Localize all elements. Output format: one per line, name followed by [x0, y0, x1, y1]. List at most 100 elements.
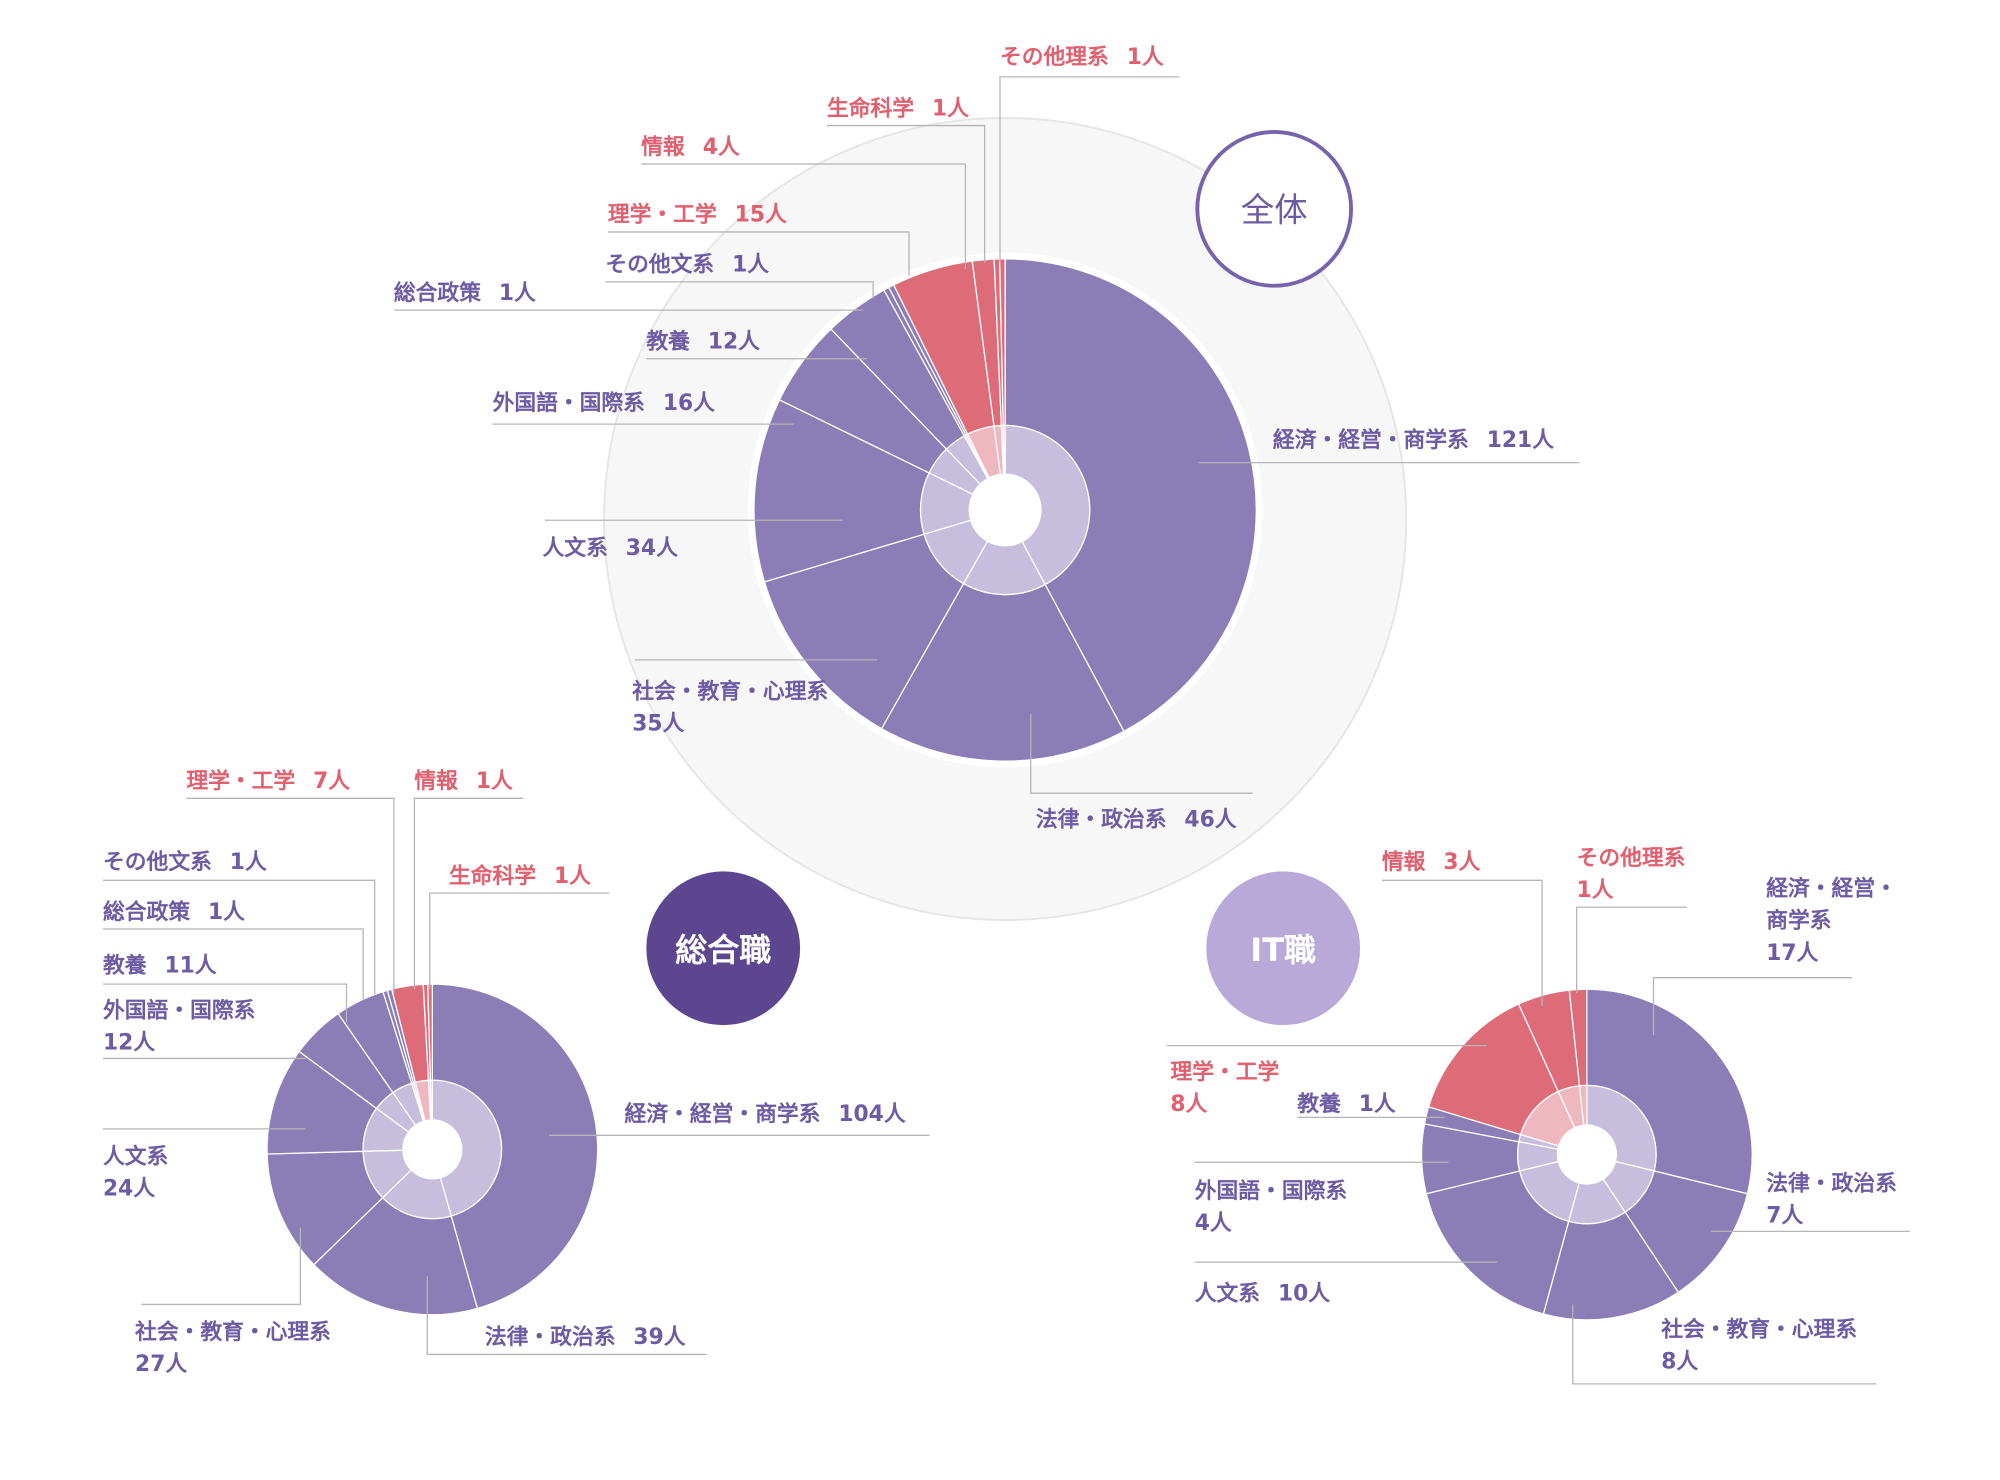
title-badge-it: IT職	[1206, 871, 1361, 1026]
segment-label: 総合政策 1人	[394, 280, 536, 306]
segment-name: その他文系	[103, 849, 212, 875]
segment-label: 教養 1人	[1297, 1091, 1396, 1117]
segment-name: 外国語・国際系	[1195, 1178, 1347, 1204]
segment-name: その他文系	[605, 252, 714, 278]
segment-value: 121人	[1487, 428, 1554, 453]
segment-name-line1: 経済・経営・	[1766, 876, 1897, 902]
segment-value: 7人	[313, 769, 350, 794]
segment-name: 社会・教育・心理系	[632, 678, 828, 704]
segment-label: 教養 11人	[103, 953, 217, 979]
segment-value: 24人	[103, 1177, 155, 1202]
segment-name: 生命科学	[449, 863, 536, 889]
segment-value: 4人	[703, 135, 740, 160]
inner-segment-0-11	[1002, 424, 1006, 475]
segment-label: 情報 3人	[1382, 849, 1481, 875]
segment-name: 総合政策	[394, 280, 481, 306]
segment-name: 経済・経営・商学系	[1273, 427, 1469, 453]
segment-label: 生命科学 1人	[827, 95, 969, 121]
leader-line	[429, 892, 610, 990]
title-overall: 全体	[1241, 191, 1308, 230]
segment-name: 教養	[103, 953, 147, 979]
leader-line	[1652, 977, 1853, 1036]
segment-value: 27人	[135, 1352, 187, 1377]
segment-label: 人文系 10人	[1195, 1281, 1331, 1307]
segment-name: 人文系	[103, 1143, 168, 1169]
leader-line	[426, 1276, 707, 1356]
leader-line	[1572, 1304, 1877, 1385]
leader-line	[1381, 879, 1543, 1006]
title-it: IT職	[1250, 931, 1316, 969]
segment-value: 46人	[1184, 807, 1236, 832]
segment-label: 外国語・国際系 16人	[493, 390, 716, 416]
donut-hole	[1557, 1125, 1617, 1184]
segment-label: 経済・経営・商学系 104人	[625, 1101, 906, 1127]
leader-line	[103, 879, 376, 995]
segment-value: 34人	[626, 536, 678, 561]
segment-value: 1人	[732, 253, 769, 278]
segment-name: 社会・教育・心理系	[135, 1319, 331, 1345]
segment-value: 3人	[1443, 850, 1480, 875]
segment-name: 法律・政治系	[1036, 806, 1167, 832]
segment-label: その他文系 1人	[103, 849, 267, 875]
segment-name: 社会・教育・心理系	[1661, 1316, 1857, 1342]
segment-name: 外国語・国際系	[493, 390, 645, 416]
leader-line	[999, 76, 1180, 263]
title-badge-overall: 全体	[1195, 130, 1354, 288]
segment-value: 1人	[1577, 878, 1614, 903]
donut-hole	[969, 474, 1042, 546]
segment-label: 総合政策 1人	[103, 899, 245, 925]
segment-value: 1人	[230, 850, 267, 875]
segment-value: 10人	[1278, 1282, 1330, 1307]
leader-line	[1030, 713, 1253, 794]
segment-value: 16人	[663, 391, 715, 416]
segment-name: 理学・工学	[1170, 1059, 1279, 1085]
segment-name: その他理系	[1000, 45, 1109, 70]
segment-value: 15人	[735, 203, 787, 228]
segment-name: 外国語・国際系	[103, 997, 255, 1023]
donut-hole	[402, 1119, 462, 1179]
leader-line	[103, 983, 348, 1023]
segment-label: 理学・工学 15人	[608, 202, 787, 228]
leader-line	[103, 928, 364, 1000]
segment-value: 1人	[499, 281, 536, 306]
segment-value: 17人	[1766, 941, 1818, 966]
segment-name: その他理系	[1577, 846, 1686, 871]
segment-name-line2: 商学系	[1766, 908, 1831, 934]
segment-name: 法律・政治系	[485, 1324, 616, 1350]
segment-value: 12人	[708, 330, 760, 355]
leader-line	[1575, 906, 1687, 994]
segment-label: その他文系 1人	[605, 252, 769, 278]
segment-value: 1人	[554, 864, 591, 889]
segment-label: 教養 12人	[646, 329, 760, 355]
segment-name: 理学・工学	[186, 768, 295, 794]
segment-label: 法律・政治系 46人	[1036, 806, 1237, 832]
segment-value: 4人	[1195, 1211, 1232, 1236]
segment-name: 人文系	[1195, 1281, 1260, 1307]
segment-value: 1人	[1127, 45, 1164, 70]
segment-name: 情報	[641, 134, 685, 160]
title-badge-general: 総合職	[646, 871, 801, 1026]
segment-name: 法律・政治系	[1766, 1170, 1897, 1196]
segment-value: 7人	[1766, 1203, 1803, 1228]
leader-line	[607, 231, 910, 276]
segment-value: 1人	[208, 900, 245, 925]
segment-value: 104人	[838, 1102, 905, 1127]
segment-label: 理学・工学 7人	[186, 768, 350, 794]
segment-name: 人文系	[543, 535, 608, 561]
segment-label: 生命科学 1人	[449, 863, 591, 889]
segment-value: 11人	[165, 954, 217, 979]
segment-name: 情報	[414, 768, 458, 794]
segment-name: 経済・経営・商学系	[625, 1101, 821, 1127]
segment-name: 教養	[1297, 1091, 1341, 1117]
segment-name: 生命科学	[827, 95, 914, 121]
segment-label: 法律・政治系 39人	[485, 1324, 686, 1350]
segment-label: 経済・経営・商学系 121人	[1273, 427, 1554, 453]
segment-value: 1人	[476, 769, 513, 794]
leader-line	[141, 1227, 302, 1306]
leader-line	[605, 281, 874, 299]
title-general: 総合職	[675, 931, 771, 969]
segment-value: 12人	[103, 1030, 155, 1055]
